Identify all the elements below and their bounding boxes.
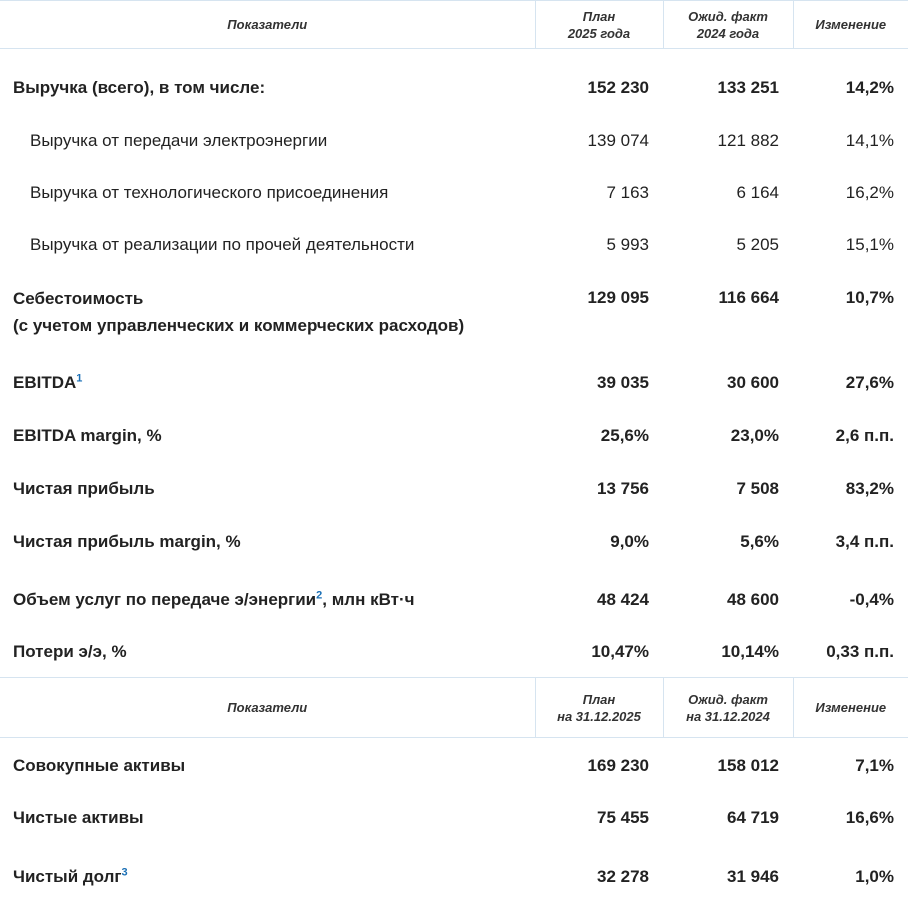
header-fact: Ожид. факт 2024 года <box>662 0 793 49</box>
table-row: Себестоимость (с учетом управленческих и … <box>13 287 894 335</box>
table-row: Потери э/э, % 10,47% 10,14% 0,33 п.п. <box>13 641 894 661</box>
footnote-link[interactable]: 3 <box>121 865 128 878</box>
header-change: Изменение <box>792 677 908 738</box>
table-row: Выручка от технологического присоединени… <box>30 182 894 202</box>
table-header: Показатели План 2025 года Ожид. факт 2024 … <box>0 0 908 49</box>
table-row: Выручка от передачи электроэнергии 139 07… <box>30 130 894 150</box>
header-indicators: Показатели <box>0 677 535 738</box>
table-row: Совокупные активы 169 230 158 012 7,1% <box>13 755 894 775</box>
footnote-link[interactable]: 2 <box>316 588 323 601</box>
table-row: EBITDA margin, % 25,6% 23,0% 2,6 п.п. <box>13 425 894 445</box>
header-indicators: Показатели <box>0 0 535 49</box>
table-row: EBITDA1 39 035 30 600 27,6% <box>13 371 894 392</box>
header-change: Изменение <box>792 0 908 49</box>
table-row: Чистый долг3 32 278 31 946 1,0% <box>13 865 894 886</box>
header-plan: План 2025 года <box>534 0 663 49</box>
footnote-link[interactable]: 1 <box>76 371 83 384</box>
table-header-balance: Показатели План на 31.12.2025 Ожид. факт н… <box>0 677 908 738</box>
table-row: Выручка от реализации по прочей деятельн… <box>30 234 894 254</box>
header-fact: Ожид. факт на 31.12.2024 <box>662 677 793 738</box>
header-plan: План на 31.12.2025 <box>534 677 663 738</box>
table-row: Выручка (всего), в том числе: 152 230 133 … <box>13 77 894 97</box>
table-row: Чистые активы 75 455 64 719 16,6% <box>13 807 894 827</box>
table-row: Чистая прибыль 13 756 7 508 83,2% <box>13 478 894 498</box>
table-row: Чистая прибыль margin, % 9,0% 5,6% 3,4 п.п. <box>13 531 894 551</box>
table-row: Объем услуг по передаче э/энергии2, млн … <box>13 588 894 609</box>
